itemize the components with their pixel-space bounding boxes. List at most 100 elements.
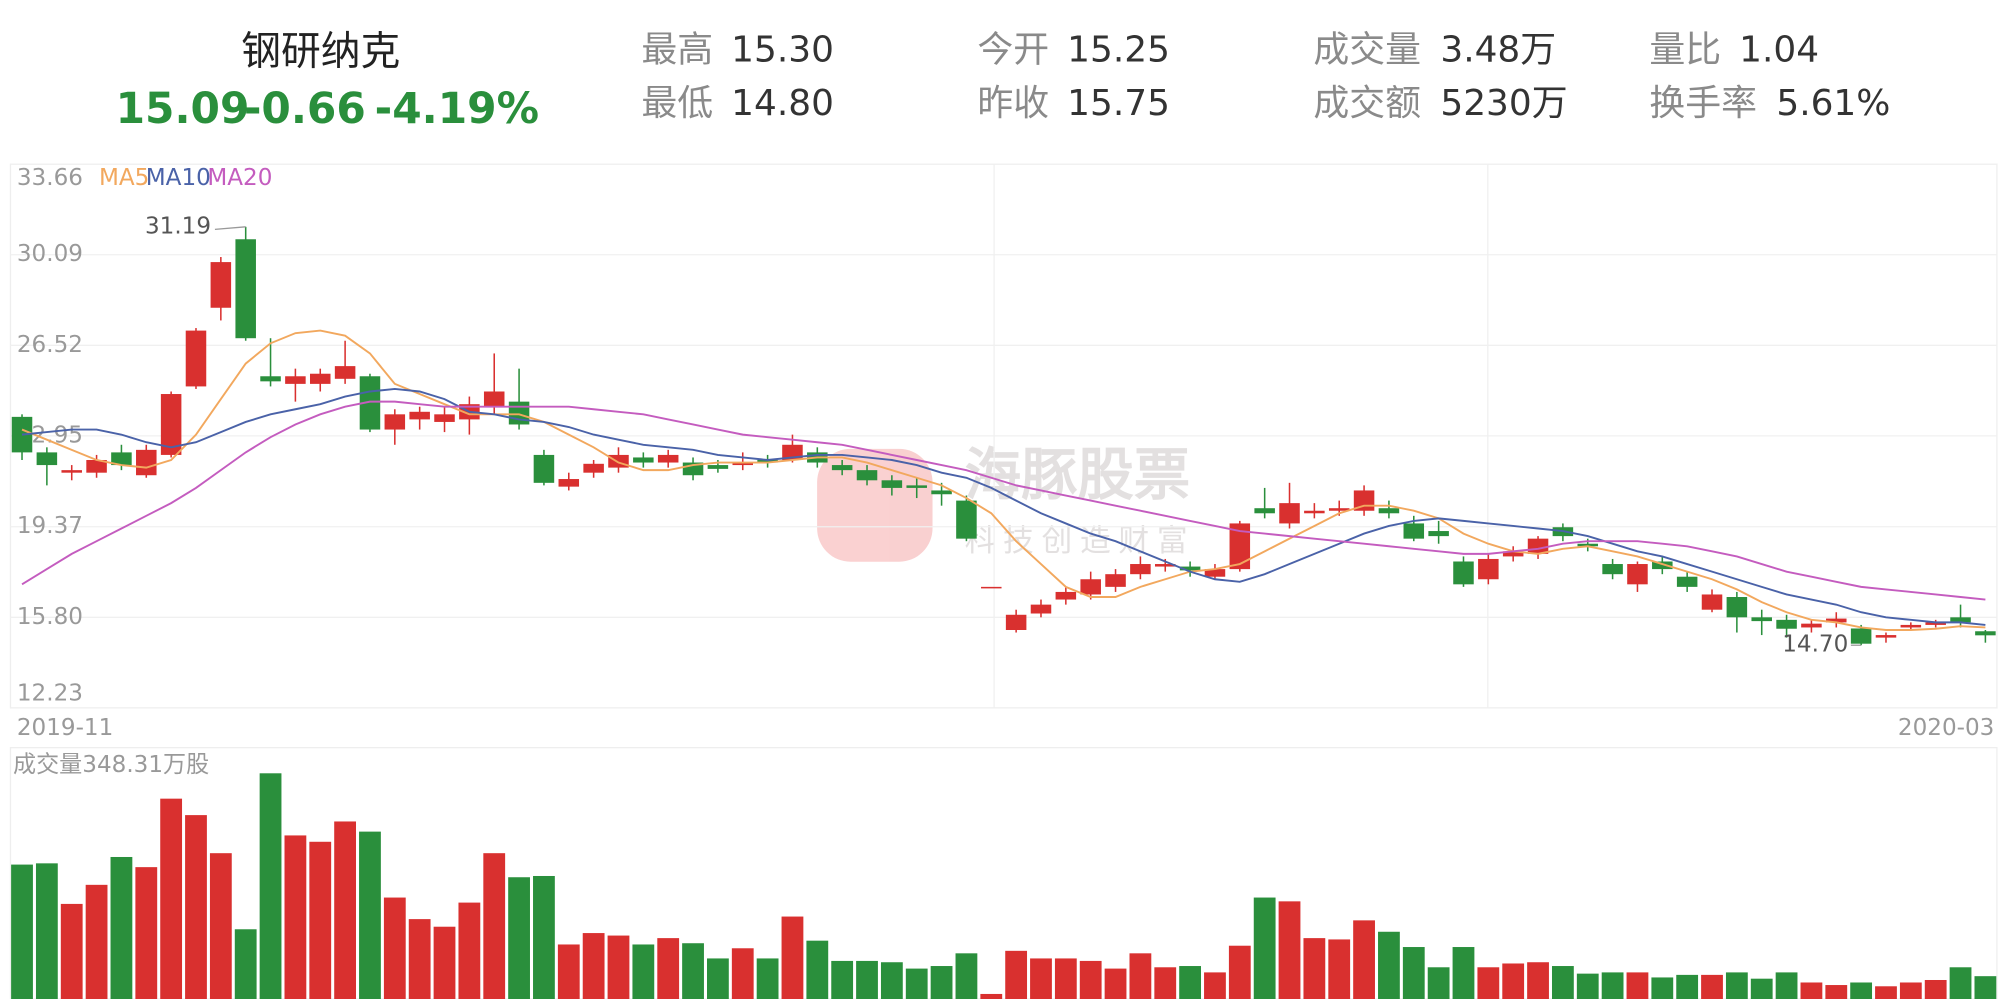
legend-label: MA10	[146, 165, 211, 191]
candle-body	[1701, 594, 1723, 610]
y-tick-label: 15.80	[17, 604, 83, 630]
candle-body	[1030, 604, 1052, 614]
stat-label: 量比	[1649, 29, 1721, 70]
volume-bar	[458, 902, 481, 999]
stat-label: 最高	[641, 29, 713, 70]
volume-bar	[1576, 973, 1599, 999]
volume-bar	[234, 929, 257, 999]
volume-bar	[1452, 947, 1475, 999]
max-pointer	[214, 226, 246, 231]
volume-bar	[1601, 972, 1624, 999]
watermark-logo	[817, 448, 933, 562]
volume-panel	[9, 747, 1998, 999]
candle-body	[384, 414, 406, 430]
volume-bar	[160, 798, 183, 999]
candle-body	[1627, 564, 1648, 585]
volume-bar	[1054, 958, 1077, 999]
volume-bar	[1651, 977, 1674, 999]
y-tick-label: 30.09	[17, 241, 83, 267]
volume-bar	[856, 960, 878, 999]
volume-bar	[731, 948, 754, 999]
volume-bar	[135, 867, 158, 999]
candle-body	[633, 457, 654, 463]
volume-bar	[1825, 985, 1848, 999]
candle-body	[1726, 597, 1748, 618]
watermark-slogan: 科技创造财富	[965, 523, 1196, 559]
candle-body	[1975, 631, 1996, 636]
candle-body	[1254, 508, 1275, 514]
volume-label: 成交量348.31万股	[13, 752, 209, 778]
candle-body	[831, 465, 853, 471]
candle-body	[1751, 617, 1772, 622]
volume-bar	[1402, 947, 1425, 999]
candle-body	[981, 586, 1002, 589]
candle-body	[1154, 564, 1176, 567]
candle-body	[235, 239, 256, 339]
volume-bar	[1278, 901, 1301, 999]
candle-body	[1602, 564, 1623, 575]
candle-body	[285, 376, 306, 384]
volume-bar	[1129, 953, 1152, 999]
legend-label: MA5	[99, 165, 149, 191]
candle-body	[1676, 576, 1698, 587]
stat-value: 14.80	[731, 83, 834, 124]
volume-bar	[582, 933, 605, 999]
volume-bar	[930, 966, 953, 999]
candle-body	[1652, 561, 1673, 570]
stat-value: 3.48万	[1440, 29, 1556, 70]
volume-bar	[408, 919, 431, 999]
candle-body	[956, 500, 977, 539]
volume-bar	[706, 958, 729, 999]
stat-value: 15.75	[1067, 83, 1170, 124]
candle-body	[185, 330, 207, 387]
max-label: 31.19	[145, 213, 211, 239]
candle-body	[1403, 523, 1425, 539]
candle-body	[1179, 566, 1201, 571]
volume-bar	[880, 962, 903, 999]
volume-bar	[1899, 982, 1922, 999]
stat-label: 成交量	[1313, 29, 1421, 70]
volume-bar	[1676, 974, 1699, 999]
stock-name: 钢研纳克	[241, 28, 400, 74]
candle-body	[1304, 510, 1325, 514]
volume-bar	[284, 835, 307, 999]
volume-bar	[1750, 978, 1773, 999]
watermark: 海豚股票 科技创造财富	[817, 443, 1196, 562]
volume-bar	[1477, 967, 1500, 999]
stat-label: 成交额	[1313, 83, 1421, 124]
candle-body	[1080, 579, 1101, 595]
candle-body	[1801, 623, 1822, 628]
volume-bar	[905, 968, 928, 999]
volume-bar	[1725, 972, 1748, 999]
candle-body	[533, 454, 555, 483]
candle-body	[86, 459, 107, 473]
stat-value: 15.25	[1067, 29, 1170, 70]
volume-bar	[259, 773, 282, 999]
volume-bar	[1030, 958, 1052, 999]
volume-bar	[85, 884, 108, 999]
candle-body	[1925, 622, 1946, 625]
candle-body	[1875, 635, 1897, 638]
volume-bar	[209, 853, 232, 999]
candle-body	[1900, 624, 1922, 628]
y-tick-label: 19.37	[17, 513, 83, 539]
volume-bar	[483, 853, 506, 999]
candle-body	[136, 449, 157, 476]
candle-body	[11, 416, 33, 453]
volume-bar	[781, 916, 804, 999]
candle-body	[1378, 508, 1400, 514]
stat-label: 昨收	[977, 83, 1049, 124]
volume-bar	[1502, 963, 1525, 999]
stat-value: 5.61%	[1776, 83, 1890, 124]
volume-bar	[1875, 986, 1897, 999]
candle-body	[260, 376, 281, 382]
candle-body	[1105, 574, 1126, 587]
volume-bar	[1378, 931, 1400, 999]
candle-body	[434, 414, 455, 422]
volume-bar	[60, 903, 83, 999]
candle-body	[359, 376, 381, 430]
min-label: 14.70	[1782, 632, 1848, 658]
candle-body	[707, 465, 729, 469]
